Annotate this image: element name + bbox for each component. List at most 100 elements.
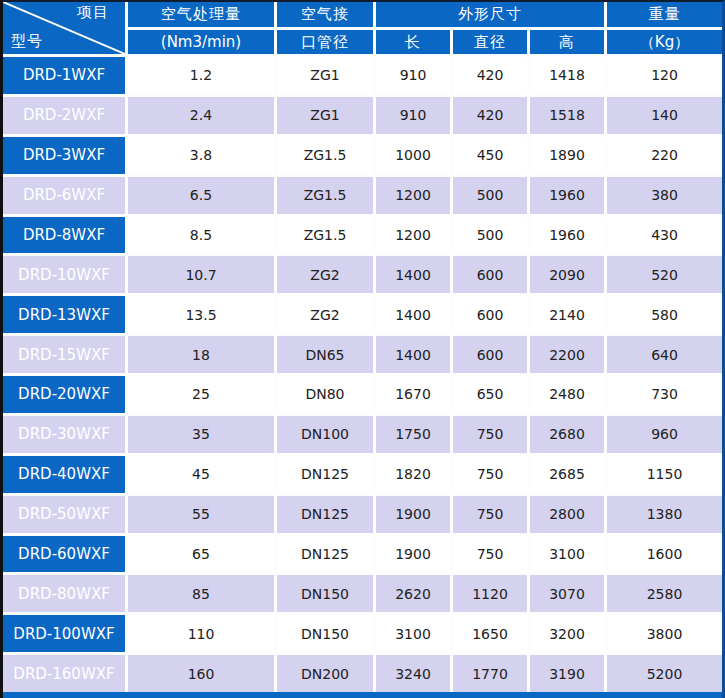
length-cell: 1400 — [376, 296, 450, 333]
height-cell: 1418 — [530, 57, 604, 94]
height-cell: 3100 — [530, 536, 604, 573]
capacity-cell: 10.7 — [128, 256, 274, 293]
height-cell: 2140 — [530, 296, 604, 333]
product-spec-table: 项目 型号 空气处理量 空气接 外形尺寸 重量 (Nm3/min) 口管径 长 … — [0, 0, 725, 698]
diameter-cell: 500 — [453, 217, 527, 254]
model-cell: DRD-50WXF — [3, 496, 125, 533]
diameter-cell: 1120 — [453, 575, 527, 612]
capacity-cell: 13.5 — [128, 296, 274, 333]
diameter-cell: 750 — [453, 496, 527, 533]
capacity-cell: 25 — [128, 376, 274, 413]
table-row: DRD-40WXF 45 DN125 1820 750 2685 1150 — [3, 456, 722, 493]
capacity-cell: 110 — [128, 615, 274, 652]
table-row: DRD-30WXF 35 DN100 1750 750 2680 960 — [3, 416, 722, 453]
pipe-cell: DN150 — [277, 575, 373, 612]
height-cell: 2800 — [530, 496, 604, 533]
diameter-cell: 600 — [453, 296, 527, 333]
table-row: DRD-6WXF 6.5 ZG1.5 1200 500 1960 380 — [3, 177, 722, 214]
pipe-cell: ZG1.5 — [277, 177, 373, 214]
pipe-cell: DN150 — [277, 615, 373, 652]
capacity-cell: 85 — [128, 575, 274, 612]
header-corner-model-label: 型号 — [11, 32, 43, 51]
pipe-cell: ZG2 — [277, 256, 373, 293]
header-dimensions-group: 外形尺寸 — [376, 2, 604, 27]
pipe-cell: DN125 — [277, 496, 373, 533]
table-row: DRD-2WXF 2.4 ZG1 910 420 1518 140 — [3, 97, 722, 134]
table-row: DRD-8WXF 8.5 ZG1.5 1200 500 1960 430 — [3, 217, 722, 254]
diameter-cell: 600 — [453, 336, 527, 373]
height-cell: 2200 — [530, 336, 604, 373]
header-length: 长 — [376, 30, 450, 54]
weight-cell: 640 — [607, 336, 722, 373]
diameter-cell: 500 — [453, 177, 527, 214]
pipe-cell: DN125 — [277, 536, 373, 573]
length-cell: 3240 — [376, 655, 450, 692]
length-cell: 1670 — [376, 376, 450, 413]
diameter-cell: 1770 — [453, 655, 527, 692]
model-cell: DRD-60WXF — [3, 536, 125, 573]
header-corner-item-label: 项目 — [77, 3, 109, 22]
capacity-cell: 65 — [128, 536, 274, 573]
weight-cell: 5200 — [607, 655, 722, 692]
header-capacity-line1: 空气处理量 — [128, 2, 274, 27]
diameter-cell: 450 — [453, 137, 527, 174]
model-cell: DRD-80WXF — [3, 575, 125, 612]
diameter-cell: 650 — [453, 376, 527, 413]
capacity-cell: 8.5 — [128, 217, 274, 254]
length-cell: 2620 — [376, 575, 450, 612]
model-cell: DRD-1WXF — [3, 57, 125, 94]
capacity-cell: 18 — [128, 336, 274, 373]
height-cell: 3200 — [530, 615, 604, 652]
header-weight-line1: 重量 — [607, 2, 722, 27]
table-row: DRD-100WXF 110 DN150 3100 1650 3200 3800 — [3, 615, 722, 652]
height-cell: 2685 — [530, 456, 604, 493]
length-cell: 1400 — [376, 336, 450, 373]
pipe-cell: DN125 — [277, 456, 373, 493]
weight-cell: 120 — [607, 57, 722, 94]
model-cell: DRD-15WXF — [3, 336, 125, 373]
header-capacity-line2: (Nm3/min) — [128, 30, 274, 54]
weight-cell: 220 — [607, 137, 722, 174]
pipe-cell: ZG2 — [277, 296, 373, 333]
model-cell: DRD-13WXF — [3, 296, 125, 333]
table-row: DRD-60WXF 65 DN125 1900 750 3100 1600 — [3, 536, 722, 573]
length-cell: 1200 — [376, 177, 450, 214]
diameter-cell: 1650 — [453, 615, 527, 652]
height-cell: 2680 — [530, 416, 604, 453]
height-cell: 3190 — [530, 655, 604, 692]
height-cell: 1960 — [530, 177, 604, 214]
table-row: DRD-13WXF 13.5 ZG2 1400 600 2140 580 — [3, 296, 722, 333]
pipe-cell: DN100 — [277, 416, 373, 453]
header-weight-line2: （Kg） — [607, 30, 722, 54]
height-cell: 3070 — [530, 575, 604, 612]
table-row: DRD-10WXF 10.7 ZG2 1400 600 2090 520 — [3, 256, 722, 293]
capacity-cell: 160 — [128, 655, 274, 692]
diameter-cell: 420 — [453, 97, 527, 134]
pipe-cell: ZG1.5 — [277, 137, 373, 174]
weight-cell: 380 — [607, 177, 722, 214]
header-pipe-line1: 空气接 — [277, 2, 373, 27]
header-height: 高 — [530, 30, 604, 54]
weight-cell: 430 — [607, 217, 722, 254]
capacity-cell: 45 — [128, 456, 274, 493]
table-header: 项目 型号 空气处理量 空气接 外形尺寸 重量 (Nm3/min) 口管径 长 … — [3, 2, 722, 54]
pipe-cell: ZG1 — [277, 97, 373, 134]
diameter-cell: 750 — [453, 456, 527, 493]
model-cell: DRD-30WXF — [3, 416, 125, 453]
model-cell: DRD-40WXF — [3, 456, 125, 493]
pipe-cell: DN80 — [277, 376, 373, 413]
header-diameter: 直径 — [453, 30, 527, 54]
capacity-cell: 35 — [128, 416, 274, 453]
table-row: DRD-15WXF 18 DN65 1400 600 2200 640 — [3, 336, 722, 373]
model-cell: DRD-8WXF — [3, 217, 125, 254]
length-cell: 1400 — [376, 256, 450, 293]
length-cell: 1900 — [376, 536, 450, 573]
length-cell: 1900 — [376, 496, 450, 533]
model-cell: DRD-100WXF — [3, 615, 125, 652]
capacity-cell: 55 — [128, 496, 274, 533]
model-cell: DRD-10WXF — [3, 256, 125, 293]
table-row: DRD-160WXF 160 DN200 3240 1770 3190 5200 — [3, 655, 722, 692]
table-row: DRD-1WXF 1.2 ZG1 910 420 1418 120 — [3, 57, 722, 94]
weight-cell: 1380 — [607, 496, 722, 533]
height-cell: 1960 — [530, 217, 604, 254]
